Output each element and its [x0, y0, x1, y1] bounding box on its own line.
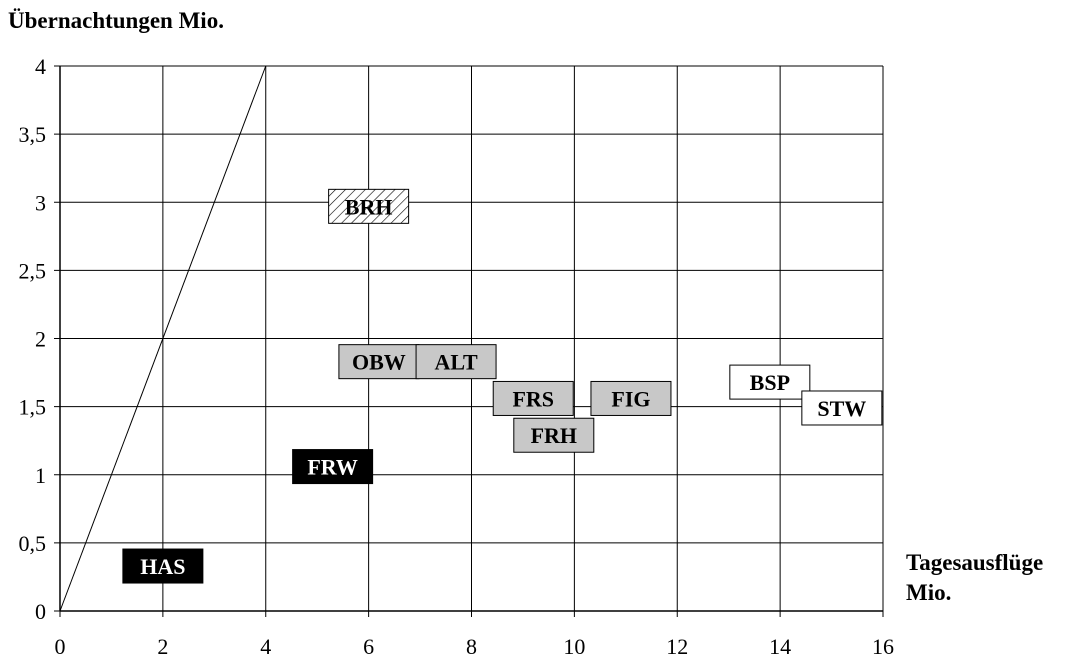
x-tick-label: 2 — [157, 634, 168, 658]
point-label-obw: OBW — [352, 350, 406, 375]
point-label-stw: STW — [817, 396, 866, 421]
y-tick-label: 2,5 — [19, 258, 47, 283]
point-label-fig: FIG — [611, 386, 650, 411]
point-box-has — [122, 548, 204, 584]
chart-title: Übernachtungen Mio. — [8, 8, 224, 33]
y-tick-label: 3,5 — [19, 122, 47, 147]
y-tick-label: 4 — [35, 54, 46, 79]
point-box-fig — [590, 380, 672, 416]
point-box-bsp — [729, 364, 811, 400]
point-label-has: HAS — [140, 554, 185, 579]
point-box-frw — [292, 449, 374, 485]
point-label-bsp: BSP — [750, 370, 790, 395]
point-label-brh: BRH — [345, 194, 393, 219]
x-tick-label: 0 — [55, 634, 66, 658]
x-axis-label-line-1: Tagesausflüge — [906, 550, 1044, 575]
point-label-frw: FRW — [307, 455, 358, 480]
point-label-frh: FRH — [531, 423, 577, 448]
y-tick-label: 3 — [35, 190, 46, 215]
x-tick-label: 16 — [872, 634, 894, 658]
reference-line — [59, 65, 267, 612]
point-box-brh — [328, 188, 410, 224]
x-tick-label: 14 — [769, 634, 791, 658]
y-tick-label: 1,5 — [19, 395, 47, 420]
point-box-obw — [338, 344, 420, 380]
x-axis-label: Tagesausflüge Mio. — [906, 548, 1043, 608]
y-tick-label: 2 — [35, 327, 46, 352]
point-label-alt: ALT — [434, 350, 478, 375]
x-tick-label: 8 — [466, 634, 477, 658]
y-tick-label: 0,5 — [19, 531, 47, 556]
y-tick-label: 0 — [35, 599, 46, 624]
point-box-stw — [801, 390, 883, 426]
point-box-alt — [415, 344, 497, 380]
x-tick-label: 10 — [563, 634, 585, 658]
y-tick-label: 1 — [35, 463, 46, 488]
point-label-frs: FRS — [512, 386, 554, 411]
point-box-frs — [492, 380, 574, 416]
x-tick-label: 4 — [260, 634, 271, 658]
x-axis-label-line-2: Mio. — [906, 580, 952, 605]
x-tick-label: 12 — [666, 634, 688, 658]
point-box-frh — [513, 417, 595, 453]
x-tick-label: 6 — [363, 634, 374, 658]
